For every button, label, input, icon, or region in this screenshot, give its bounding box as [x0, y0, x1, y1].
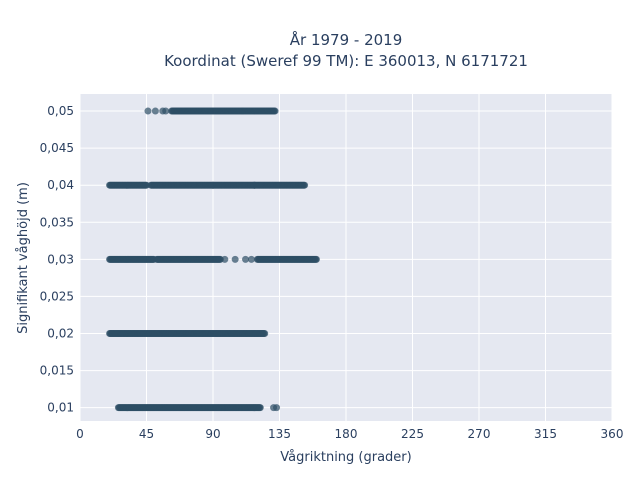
x-tick-label: 270: [468, 427, 491, 441]
y-tick-label: 0,025: [40, 289, 74, 303]
data-point: [144, 107, 152, 115]
y-tick-label: 0,035: [40, 215, 74, 229]
data-point: [151, 107, 159, 115]
chart-title-line1: År 1979 - 2019: [290, 30, 403, 49]
x-tick-label: 180: [335, 427, 358, 441]
data-point: [247, 255, 255, 263]
data-point: [242, 255, 250, 263]
x-tick-label: 225: [401, 427, 424, 441]
y-tick-label: 0,01: [47, 401, 74, 415]
x-tick-label: 45: [139, 427, 154, 441]
y-tick-label: 0,045: [40, 141, 74, 155]
data-point: [256, 404, 264, 412]
y-tick-label: 0,05: [47, 104, 74, 118]
x-axis-title: Vågriktning (grader): [280, 450, 411, 465]
y-tick-label: 0,04: [47, 178, 74, 192]
x-tick-label: 360: [601, 427, 624, 441]
y-tick-label: 0,015: [40, 364, 74, 378]
x-tick-label: 315: [534, 427, 557, 441]
data-point: [162, 107, 170, 115]
data-point: [271, 107, 279, 115]
y-tick-label: 0,03: [47, 252, 74, 266]
x-tick-label: 0: [76, 427, 84, 441]
data-point: [221, 255, 229, 263]
data-point: [273, 404, 281, 412]
data-point: [231, 255, 239, 263]
y-tick-label: 0,02: [47, 327, 74, 341]
y-axis-title: Signifikant våghöjd (m): [16, 182, 31, 334]
data-point: [261, 330, 269, 338]
data-point: [312, 255, 320, 263]
data-point: [301, 181, 309, 189]
chart-title-line2: Koordinat (Sweref 99 TM): E 360013, N 61…: [164, 52, 528, 70]
x-tick-label: 135: [268, 427, 291, 441]
x-tick-label: 90: [205, 427, 220, 441]
